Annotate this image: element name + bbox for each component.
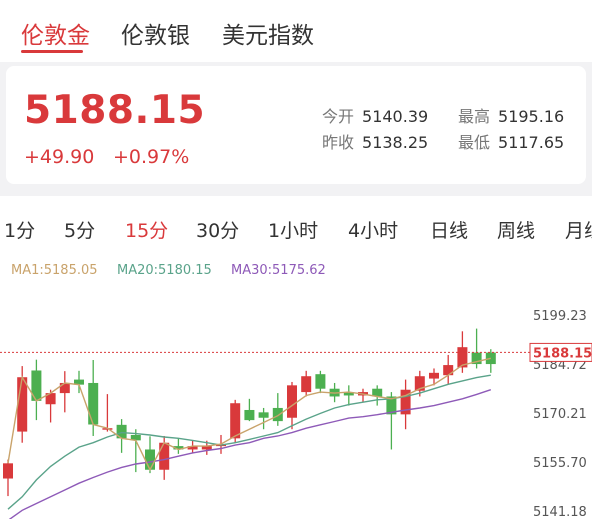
candle-body	[145, 449, 155, 470]
low-label: 最低	[458, 133, 491, 152]
period-daily[interactable]: 日线	[430, 220, 469, 242]
candle-body	[31, 370, 42, 401]
candle-body	[258, 412, 269, 418]
candle-body	[17, 377, 28, 432]
period-4hour[interactable]: 4小时	[348, 220, 399, 242]
high-label: 最高	[458, 107, 491, 126]
period-monthly[interactable]: 月线	[565, 220, 592, 242]
active-tab-indicator	[21, 50, 83, 53]
candle-body	[372, 388, 383, 397]
candle-body	[3, 463, 13, 479]
ma20-line	[7, 374, 491, 510]
candle-body	[88, 382, 99, 425]
ma20-label: MA20:5180.15	[117, 263, 212, 278]
candle-body	[272, 407, 283, 422]
candle-body	[187, 446, 198, 450]
period-weekly[interactable]: 周线	[497, 220, 536, 242]
candle-body	[287, 385, 297, 418]
candle-body	[116, 424, 127, 439]
candle-body	[159, 442, 170, 470]
price-change-pct: +0.97%	[113, 146, 190, 168]
instrument-tab-bar: 伦敦金 伦敦银 美元指数	[0, 0, 592, 62]
candle-body	[130, 434, 141, 441]
y-tick-label: 5141.18	[533, 505, 587, 519]
candle-body	[429, 372, 439, 379]
tab-london-silver[interactable]: 伦敦银	[121, 23, 190, 49]
open-stat: 今开 5140.39	[322, 103, 428, 127]
current-price-tag	[529, 342, 592, 362]
period-30min[interactable]: 30分	[196, 220, 240, 242]
candle-body	[201, 446, 212, 450]
candle-body	[301, 376, 312, 393]
candle-body	[74, 379, 84, 385]
candle-body	[59, 382, 70, 394]
candle-body	[400, 389, 411, 415]
candlestick-chart[interactable]: 5199.235184.725170.215155.705141.185188.…	[0, 258, 592, 519]
quote-card: 5188.15 +49.90 +0.97% 今开 5140.39 昨收 5138.2…	[6, 66, 586, 184]
ma1-line	[7, 357, 491, 472]
ma30-label: MA30:5175.62	[231, 263, 326, 278]
candle-body	[244, 409, 255, 421]
y-tick-label: 5170.21	[533, 407, 587, 422]
high-stat: 最高 5195.16	[458, 103, 564, 127]
candle-body	[386, 396, 397, 415]
candle-body	[45, 393, 56, 405]
open-value: 5140.39	[362, 107, 429, 126]
candle-body	[315, 374, 326, 389]
ma1-label: MA1:5185.05	[11, 263, 98, 278]
period-selector: 1分 5分 15分 30分 1小时 4小时 日线 周线 月线	[0, 196, 592, 258]
candle-body	[471, 352, 482, 365]
tab-dollar-index[interactable]: 美元指数	[222, 23, 314, 49]
y-tick-label: 5155.70	[533, 456, 587, 471]
low-value: 5117.65	[498, 133, 565, 152]
tab-london-gold[interactable]: 伦敦金	[21, 23, 90, 49]
period-15min[interactable]: 15分	[125, 220, 169, 242]
prev-close-label: 昨收	[322, 133, 355, 152]
ma30-line	[8, 389, 492, 519]
period-5min[interactable]: 5分	[64, 220, 96, 242]
prev-close-stat: 昨收 5138.25	[322, 129, 428, 153]
price-change: +49.90	[24, 146, 95, 168]
current-price-tag-label: 5188.15	[533, 346, 592, 361]
open-label: 今开	[322, 107, 355, 126]
current-price: 5188.15	[24, 88, 206, 133]
y-tick-label: 5199.23	[533, 309, 587, 324]
high-value: 5195.16	[498, 107, 565, 126]
candle-body	[443, 365, 454, 376]
candle-body	[414, 376, 425, 391]
candle-body	[343, 392, 354, 396]
period-1hour[interactable]: 1小时	[268, 220, 319, 242]
candle-body	[230, 403, 241, 439]
candle-body	[173, 446, 184, 450]
kline-chart-area: MA1:5185.05 MA20:5180.15 MA30:5175.62 51…	[0, 258, 592, 519]
low-stat: 最低 5117.65	[458, 129, 564, 153]
candle-body	[457, 347, 468, 368]
period-1min[interactable]: 1分	[4, 220, 36, 242]
prev-close-value: 5138.25	[362, 133, 429, 152]
